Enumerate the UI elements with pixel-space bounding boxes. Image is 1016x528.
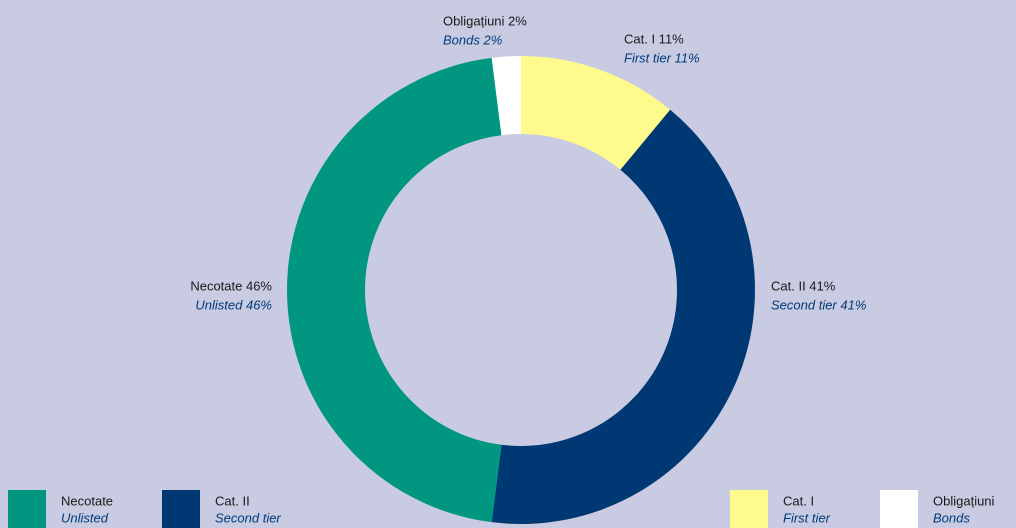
slice-label-en: Unlisted 46%	[195, 297, 272, 312]
slice-label-en: Bonds 2%	[443, 32, 502, 47]
legend-label: Obligațiuni	[933, 493, 995, 508]
donut-slice	[491, 56, 521, 136]
slice-label: Cat. I 11%	[624, 31, 684, 46]
slice-label: Obligațiuni 2%	[443, 13, 527, 28]
legend-swatch	[880, 490, 918, 528]
donut-slice	[286, 57, 502, 523]
slice-label-en: First tier 11%	[624, 50, 700, 65]
legend-swatch	[162, 490, 200, 528]
donut-slice	[521, 56, 671, 170]
legend-label: Necotate	[61, 493, 113, 508]
legend-label-en: Unlisted	[61, 510, 109, 525]
slice-label-en: Second tier 41%	[771, 297, 866, 312]
legend-swatch	[730, 490, 768, 528]
slice-label: Necotate 46%	[190, 278, 272, 293]
legend-label-en: Bonds	[933, 510, 970, 525]
legend-label: Cat. I	[783, 493, 814, 508]
legend-label-en: First tier	[783, 510, 831, 525]
legend-label-en: Second tier	[215, 510, 281, 525]
donut-slice	[491, 109, 756, 525]
legend-label: Cat. II	[215, 493, 250, 508]
slice-label: Cat. II 41%	[771, 278, 836, 293]
legend-swatch	[8, 490, 46, 528]
